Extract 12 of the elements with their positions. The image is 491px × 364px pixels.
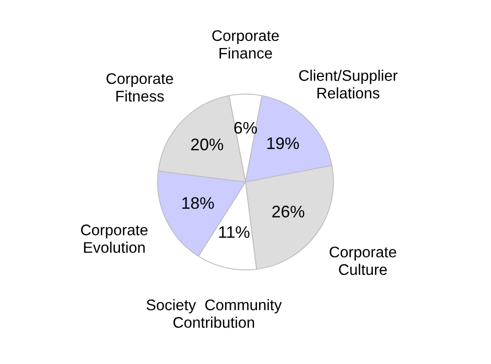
slice-label: Corporate Fitness xyxy=(106,73,174,102)
data-label: 11% xyxy=(219,226,250,238)
slice-label: Society Community Contribution xyxy=(146,299,282,328)
data-label: 20% xyxy=(191,138,224,150)
data-label: 26% xyxy=(272,206,304,218)
data-label: 6% xyxy=(234,122,257,134)
slice-label: Corporate Evolution xyxy=(81,224,148,253)
slice-label: Corporate Culture xyxy=(330,246,396,275)
data-label: 18% xyxy=(182,197,214,209)
slice-label: Corporate Finance xyxy=(212,30,279,59)
slice-label: Client/Supplier Relations xyxy=(299,70,398,99)
data-label: 19% xyxy=(267,137,299,150)
